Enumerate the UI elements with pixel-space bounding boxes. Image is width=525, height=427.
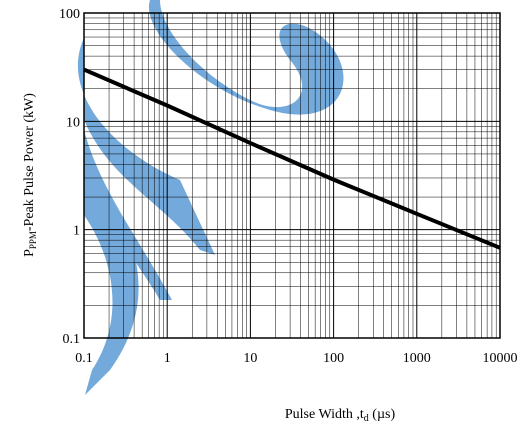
y-tick-label: 0.1 xyxy=(63,332,81,347)
x-tick-label: 100 xyxy=(323,351,344,366)
y-tick-labels: 0.1 1 10 100 xyxy=(59,7,80,347)
x-axis-label: Pulse Width ,td (µs) xyxy=(285,407,396,424)
y-tick-label: 10 xyxy=(66,115,80,130)
x-tick-label: 0.1 xyxy=(75,351,93,366)
y-axis-label: PPPM-Peak Pulse Power (kW) xyxy=(22,93,38,257)
watermark-stroke-1 xyxy=(148,0,344,115)
plot-frame xyxy=(83,12,501,339)
y-tick-label: 100 xyxy=(59,7,80,22)
x-tick-label: 10000 xyxy=(483,351,518,366)
series-line xyxy=(83,67,501,250)
watermark-stroke-2 xyxy=(77,38,216,255)
watermark-logo xyxy=(77,0,344,395)
y-tick-label: 1 xyxy=(73,224,80,239)
x-tick-labels: 0.1 1 10 100 1000 10000 xyxy=(75,351,517,366)
x-tick-label: 1000 xyxy=(403,351,431,366)
series-layer xyxy=(83,67,501,250)
x-tick-label: 10 xyxy=(243,351,257,366)
x-tick-label: 1 xyxy=(164,351,171,366)
